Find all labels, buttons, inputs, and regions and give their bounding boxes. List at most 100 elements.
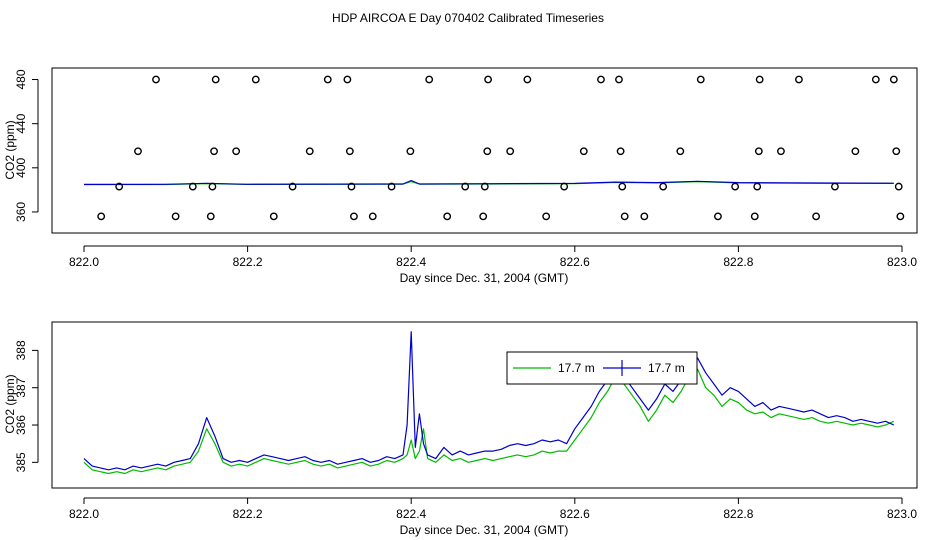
top-data-point [251,75,260,84]
bottom-x-tick-label: 822.6 [560,507,590,521]
bottom-x-tick-label: 822.2 [233,507,263,521]
top-data-point [714,212,722,221]
top-data-point [206,212,215,221]
top-data-point [288,182,297,191]
top-data-point [406,147,415,156]
top-data-point [97,212,106,221]
top-data-point [479,212,488,221]
bottom-panel: 822.0 822.2 822.4 822.6 822.8 823.0 385 386 387 3… [3,321,918,537]
page-title: HDP AIRCOA E Day 070402 Calibrated Times… [332,11,604,25]
top-y-tick-label: 480 [14,69,28,89]
top-data-point [343,75,352,84]
bottom-x-tick-label: 823.0 [887,507,917,521]
top-data-point [640,212,649,221]
top-data-point [134,147,142,156]
top-data-point [387,182,396,191]
top-data-point [461,182,470,191]
top-data-point [579,147,588,156]
top-data-point [777,147,785,156]
top-data-point [851,147,860,156]
top-data-point [210,147,218,156]
top-data-point [615,75,623,84]
top-data-point [232,147,241,156]
legend: 17.7 m 17.7 m [506,351,698,385]
top-data-point [795,75,803,84]
top-data-point [616,147,625,156]
top-data-point [659,182,668,191]
top-data-point [152,75,160,84]
bottom-x-tick-label: 822.4 [396,507,426,521]
bottom-x-axis-label: Day since Dec. 31, 2004 (GMT) [400,523,569,537]
top-data-point [208,182,217,191]
top-y-tick-label: 440 [14,113,28,133]
top-data-point [483,147,492,156]
top-series-line-blue [83,179,894,185]
top-data-point [211,75,220,84]
bottom-series-line-blue [83,331,895,471]
top-data-point [676,147,685,156]
top-series-group [83,75,905,221]
top-data-point [754,147,763,156]
top-data-point [368,212,377,221]
top-data-point [871,75,880,84]
top-data-point [323,75,332,84]
top-data-point [443,212,452,221]
bottom-series-group [83,331,895,475]
top-x-tick-label: 822.8 [723,255,753,269]
top-data-point [892,147,901,156]
top-y-axis-label: CO2 (ppm) [3,120,17,179]
top-data-point [425,75,434,84]
top-data-point [831,182,839,191]
top-y-tick-label: 360 [14,202,28,222]
top-plot-frame [51,67,918,234]
top-data-point [597,75,605,84]
bottom-series-line-green [83,368,895,475]
top-data-point [750,212,759,221]
top-y-tick-label: 400 [14,157,28,177]
bottom-y-tick-label: 386 [14,415,28,435]
legend-label-blue: 17.7 m [648,361,685,375]
top-data-point [731,182,740,191]
top-data-point [269,212,278,221]
top-data-point [620,212,629,221]
bottom-axes: 822.0 822.2 822.4 822.6 822.8 823.0 385 386 387 3… [14,340,917,521]
top-data-point [523,75,532,84]
top-axes: 822.0 822.2 822.4 822.6 822.8 823.0 360 400 440 4… [14,69,917,269]
top-data-point [347,182,356,191]
bottom-y-tick-label: 385 [14,452,28,472]
legend-label-green: 17.7 m [558,361,595,375]
top-data-point [812,212,821,221]
top-data-point [894,182,903,191]
top-x-tick-label: 822.0 [69,255,99,269]
top-data-point [305,147,314,156]
top-x-tick-label: 822.4 [396,255,426,269]
top-data-point [696,75,705,84]
top-data-point [889,75,898,84]
bottom-plot-frame [51,321,918,489]
top-data-point [755,75,764,84]
top-data-point [896,212,905,221]
bottom-y-tick-label: 387 [14,377,28,397]
top-x-axis-label: Day since Dec. 31, 2004 (GMT) [400,271,569,285]
bottom-y-axis-label: CO2 (ppm) [3,374,17,433]
top-data-point [480,182,489,191]
top-data-point [506,147,515,156]
bottom-x-tick-label: 822.0 [69,507,99,521]
top-data-point [484,75,492,84]
top-x-tick-label: 822.6 [560,255,590,269]
top-data-point [618,182,627,191]
top-data-point [542,212,551,221]
bottom-y-tick-label: 388 [14,340,28,360]
top-data-point [345,147,354,156]
top-panel: 822.0 822.2 822.4 822.6 822.8 823.0 360 400 440 4… [3,67,918,285]
top-x-tick-label: 823.0 [887,255,917,269]
top-data-point [350,212,358,221]
top-x-tick-label: 822.2 [233,255,263,269]
top-data-point [560,182,569,191]
top-data-point [753,182,762,191]
top-data-point [171,212,180,221]
top-data-point [188,182,197,191]
bottom-x-tick-label: 822.8 [723,507,753,521]
top-data-point [115,182,124,191]
